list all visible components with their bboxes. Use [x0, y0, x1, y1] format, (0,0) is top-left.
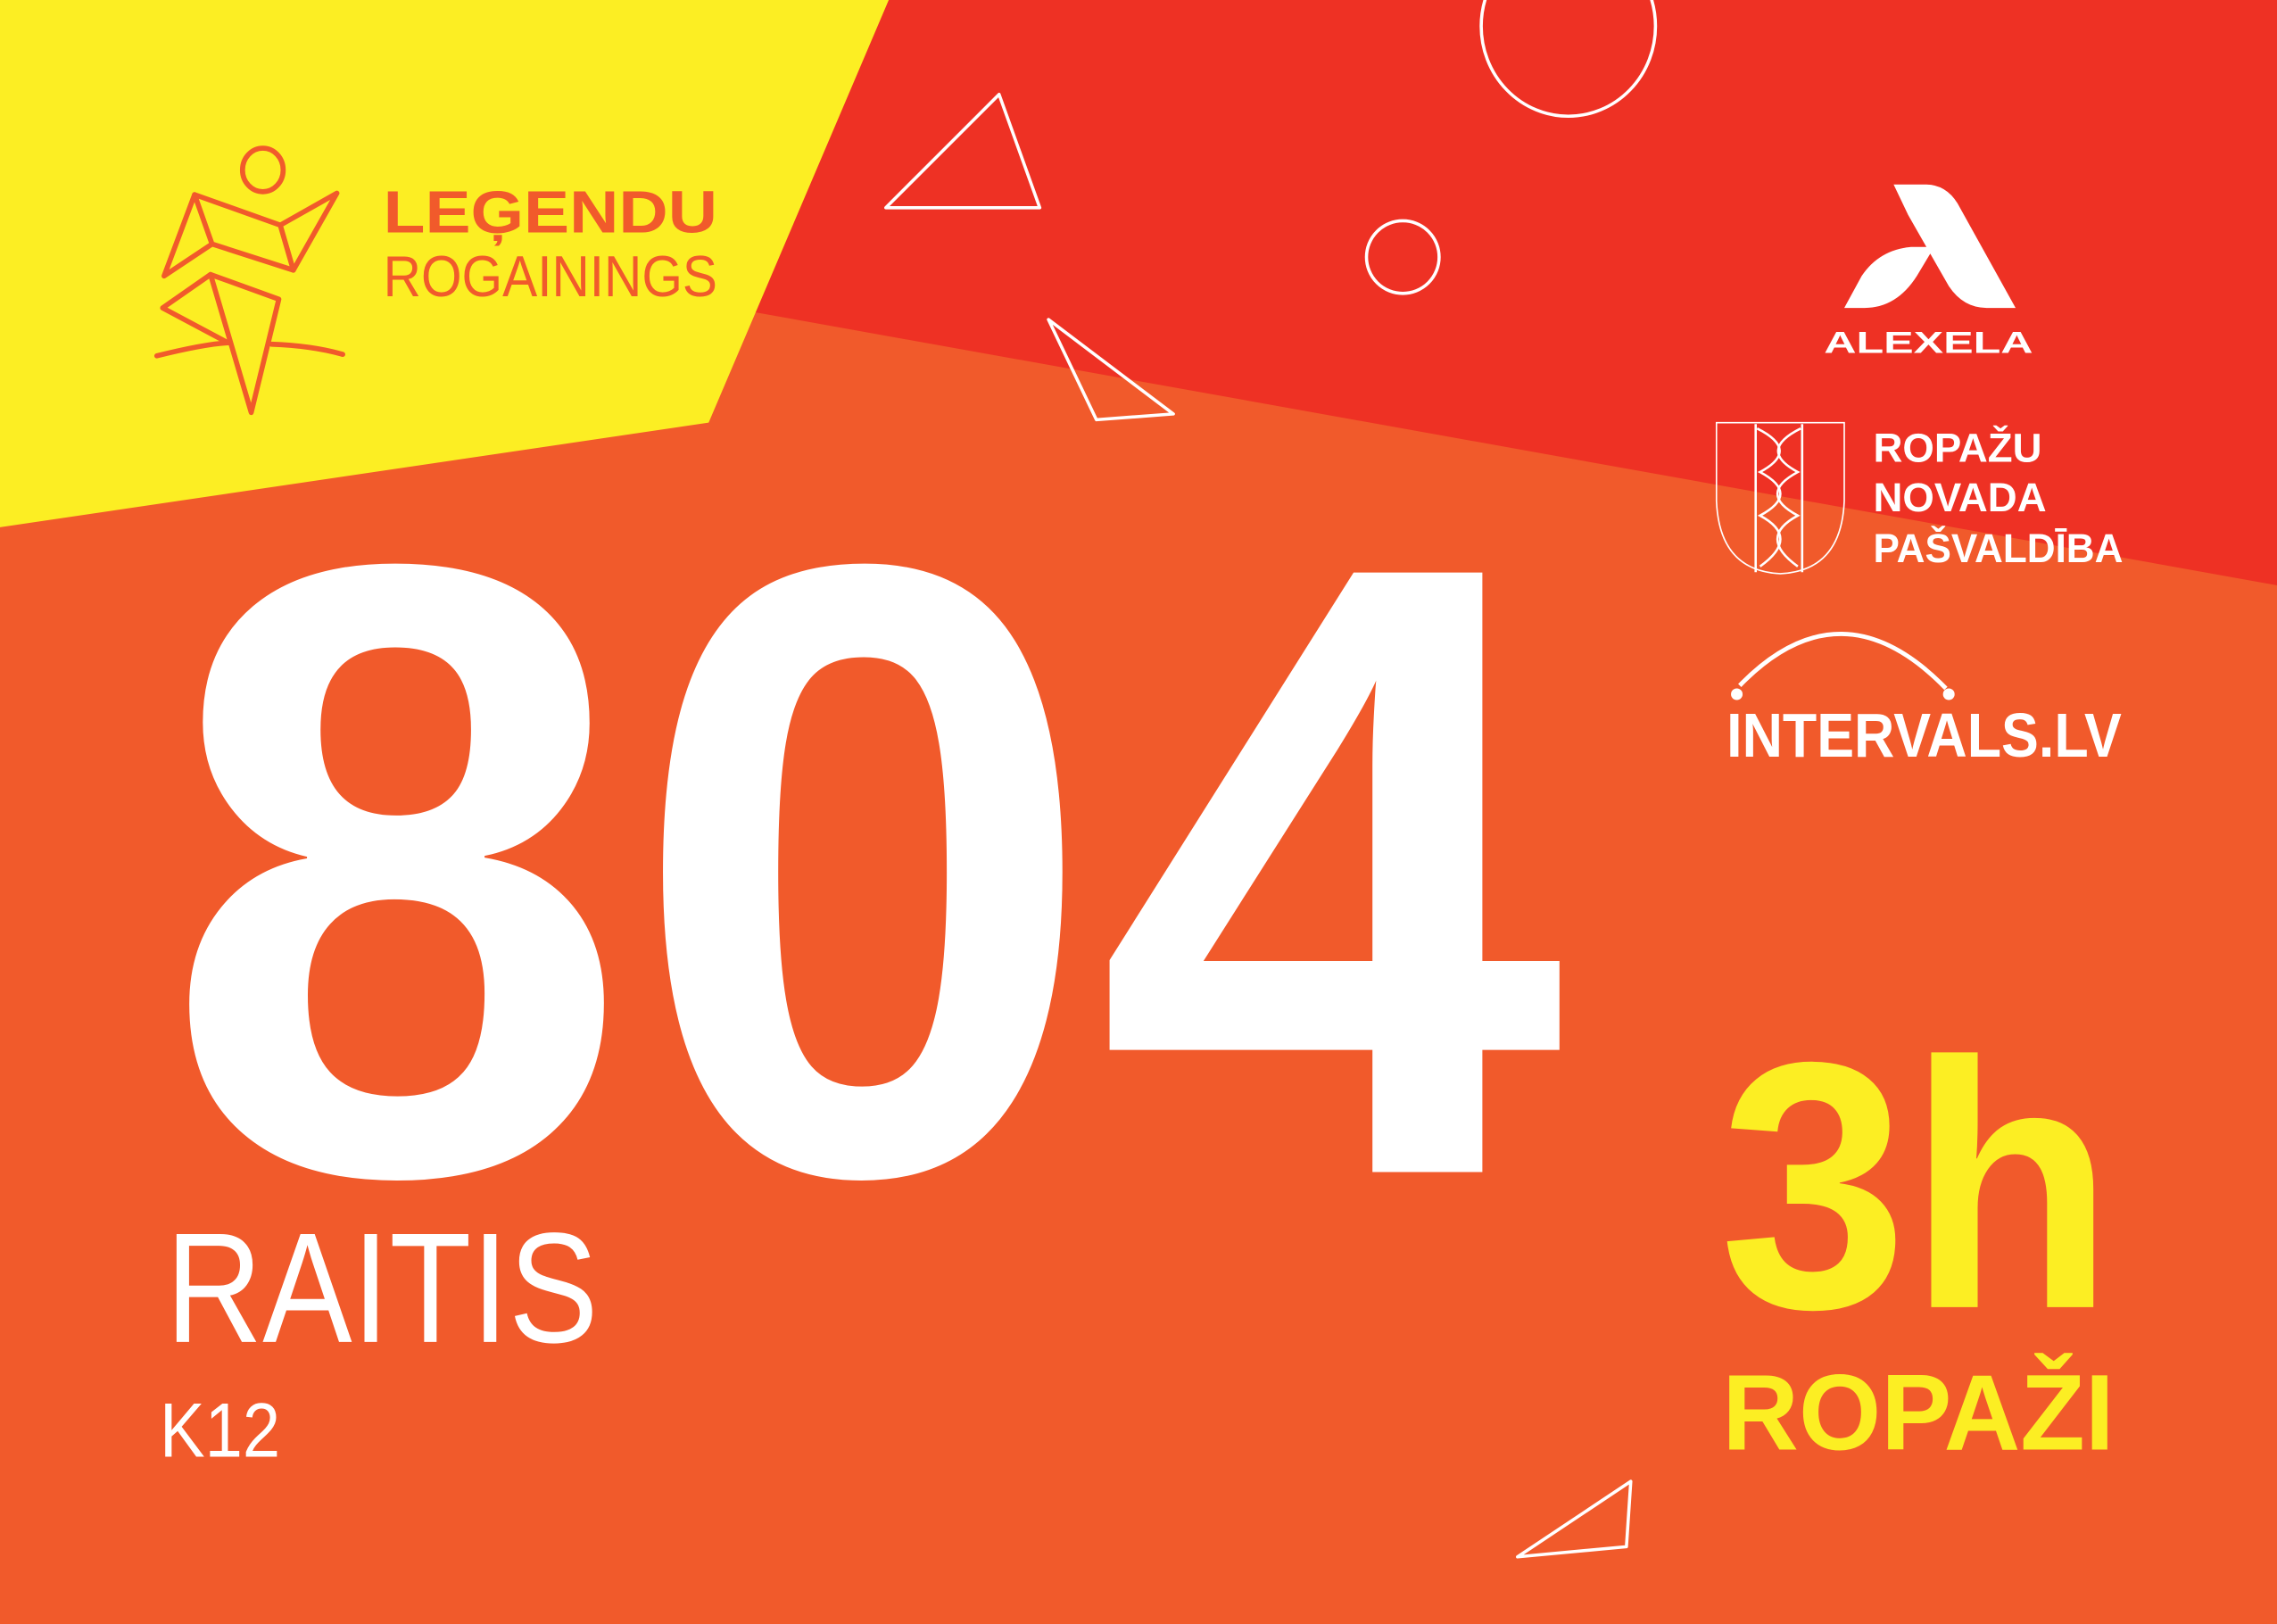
bib-number: 804: [162, 383, 1569, 1356]
triangle-shape: [884, 93, 1042, 210]
race-location: ROPAŽI: [1722, 1352, 2114, 1472]
background-red: [755, 0, 2277, 585]
circle-shape: [1364, 219, 1441, 295]
sponsor-alexela: ALEXELA: [1824, 184, 2033, 360]
alexela-a-icon: [1843, 184, 2016, 309]
participant-name: RAITIS: [166, 1201, 599, 1376]
sponsor-ropazi: ROPAŽU NOVADA PAŠVALDĪBA: [1715, 421, 2124, 575]
triangle-shape: [1516, 1479, 1633, 1559]
race-duration: 3h: [1719, 990, 2115, 1382]
event-logo-line2: ROGAININGS: [384, 244, 717, 309]
circle-shape: [1479, 0, 1658, 119]
intervals-wordmark: INTERVALS.LV: [1726, 700, 2122, 770]
coat-of-arms-icon: [1715, 421, 1845, 575]
intervals-arc-icon: [1738, 632, 1948, 691]
triangle-shape: [1047, 318, 1175, 422]
sponsor-intervals: INTERVALS.LV: [1726, 632, 2122, 770]
event-logo: LEĢENDU ROGAININGS: [153, 145, 717, 416]
alexela-wordmark: ALEXELA: [1824, 327, 2033, 360]
ropazi-line3: PAŠVALDĪBA: [1874, 525, 2124, 571]
rogaining-figure-icon: [153, 145, 345, 416]
ropazi-line2: NOVADA: [1874, 475, 2047, 520]
ropazi-line1: ROPAŽU: [1874, 425, 2042, 471]
decorative-shapes: [884, 0, 1658, 1559]
event-logo-line1: LEĢENDU: [384, 179, 717, 245]
participant-category: K12: [160, 1388, 280, 1473]
background-yellow: [0, 0, 890, 527]
